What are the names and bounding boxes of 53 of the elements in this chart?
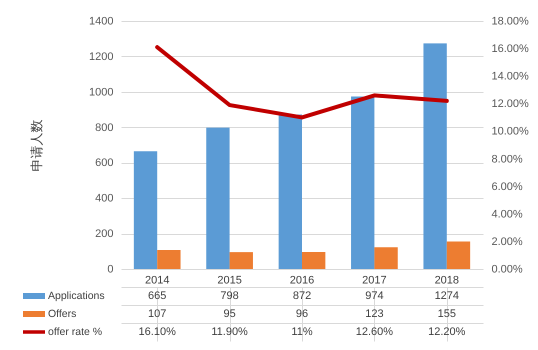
data-label: 12.60% bbox=[356, 326, 394, 338]
y-axis-title: 申请人数 bbox=[29, 120, 44, 172]
y-tick-label: 1200 bbox=[89, 50, 114, 63]
data-label: 96 bbox=[296, 308, 308, 320]
line-series bbox=[155, 45, 449, 120]
y2-tick-label: 18.00% bbox=[492, 16, 530, 28]
y2-tick-label: 6.00% bbox=[492, 180, 523, 193]
x-tick-label: 2015 bbox=[217, 274, 242, 286]
bar bbox=[302, 252, 326, 269]
legend-label: offer rate % bbox=[48, 326, 102, 338]
data-label: 1274 bbox=[434, 290, 460, 302]
bar bbox=[230, 252, 253, 269]
data-label: 665 bbox=[148, 290, 166, 302]
bar bbox=[206, 128, 230, 269]
data-label: 16.10% bbox=[138, 326, 176, 338]
x-tick-label: 2017 bbox=[362, 274, 387, 286]
bar bbox=[374, 247, 398, 269]
bar bbox=[446, 242, 470, 269]
data-label: 123 bbox=[365, 308, 384, 320]
data-label: 12.20% bbox=[428, 326, 466, 338]
y2-tick-label: 8.00% bbox=[492, 153, 523, 166]
bar bbox=[134, 151, 158, 269]
data-label: 155 bbox=[438, 308, 456, 320]
y-tick-label: 1400 bbox=[89, 16, 114, 28]
bar bbox=[278, 114, 302, 269]
data-label: 95 bbox=[223, 308, 236, 320]
x-tick-label: 2016 bbox=[290, 274, 314, 286]
data-label: 107 bbox=[148, 308, 166, 320]
y-tick-label: 200 bbox=[95, 228, 114, 240]
data-label: 11% bbox=[291, 326, 313, 338]
data-label: 974 bbox=[365, 290, 384, 302]
y2-tick-label: 4.00% bbox=[492, 208, 523, 220]
data-label: 872 bbox=[292, 290, 312, 302]
y2-tick-label: 2.00% bbox=[492, 236, 523, 248]
data-label: 798 bbox=[220, 290, 239, 302]
legend-label: Offers bbox=[48, 308, 76, 320]
data-label: 11.90% bbox=[211, 326, 248, 338]
y2-tick-label: 0.00% bbox=[492, 264, 523, 276]
y2-tick-label: 14.00% bbox=[492, 70, 530, 83]
y2-tick-label: 12.00% bbox=[492, 98, 530, 110]
bar bbox=[157, 250, 181, 269]
legend-label: Applications bbox=[48, 290, 105, 302]
bar bbox=[423, 43, 447, 269]
y-tick-label: 400 bbox=[95, 192, 114, 205]
y-tick-label: 0 bbox=[107, 264, 114, 276]
x-tick-label: 2018 bbox=[434, 274, 460, 286]
y-tick-label: 600 bbox=[95, 157, 114, 170]
y2-tick-label: 10.00% bbox=[492, 126, 530, 138]
y-tick-label: 1000 bbox=[89, 86, 114, 98]
y-tick-label: 800 bbox=[95, 122, 114, 134]
x-tick-label: 2014 bbox=[144, 274, 170, 286]
bar bbox=[351, 96, 374, 269]
y2-tick-label: 16.00% bbox=[492, 43, 530, 56]
